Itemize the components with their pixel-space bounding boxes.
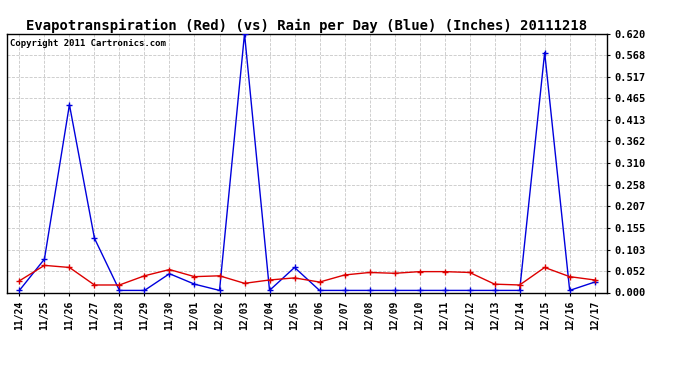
- Title: Evapotranspiration (Red) (vs) Rain per Day (Blue) (Inches) 20111218: Evapotranspiration (Red) (vs) Rain per D…: [26, 18, 588, 33]
- Text: Copyright 2011 Cartronics.com: Copyright 2011 Cartronics.com: [10, 39, 166, 48]
